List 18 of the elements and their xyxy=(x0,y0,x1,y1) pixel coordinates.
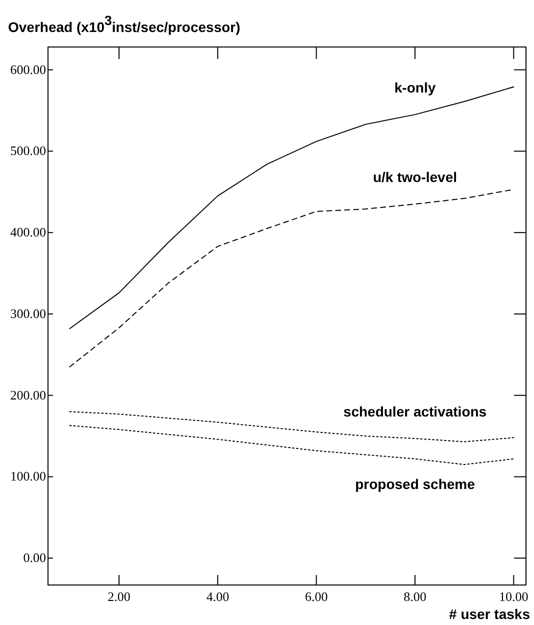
y-tick-label: 200.00 xyxy=(10,387,46,402)
y-tick-label: 600.00 xyxy=(10,62,46,77)
x-axis-title: # user tasks xyxy=(449,606,530,622)
line-series xyxy=(69,424,514,466)
series-label: k-only xyxy=(394,80,436,96)
y-tick-label: 400.00 xyxy=(10,224,46,240)
x-tick-label: 6.00 xyxy=(304,589,328,604)
y-tick-label: 500.00 xyxy=(10,143,46,158)
x-tick-label: 4.00 xyxy=(206,589,230,604)
series-label: u/k two-level xyxy=(372,169,458,186)
y-tick-label: 100.00 xyxy=(10,468,46,484)
x-tick-label: 8.00 xyxy=(404,589,426,604)
x-tick-label: 10.00 xyxy=(499,589,528,604)
series-label: proposed scheme xyxy=(355,476,476,492)
series-label: scheduler activations xyxy=(343,403,487,420)
y-tick-label: 300.00 xyxy=(10,306,46,321)
y-tick-label: 0.00 xyxy=(23,550,46,566)
x-tick-label: 2.00 xyxy=(108,589,130,604)
